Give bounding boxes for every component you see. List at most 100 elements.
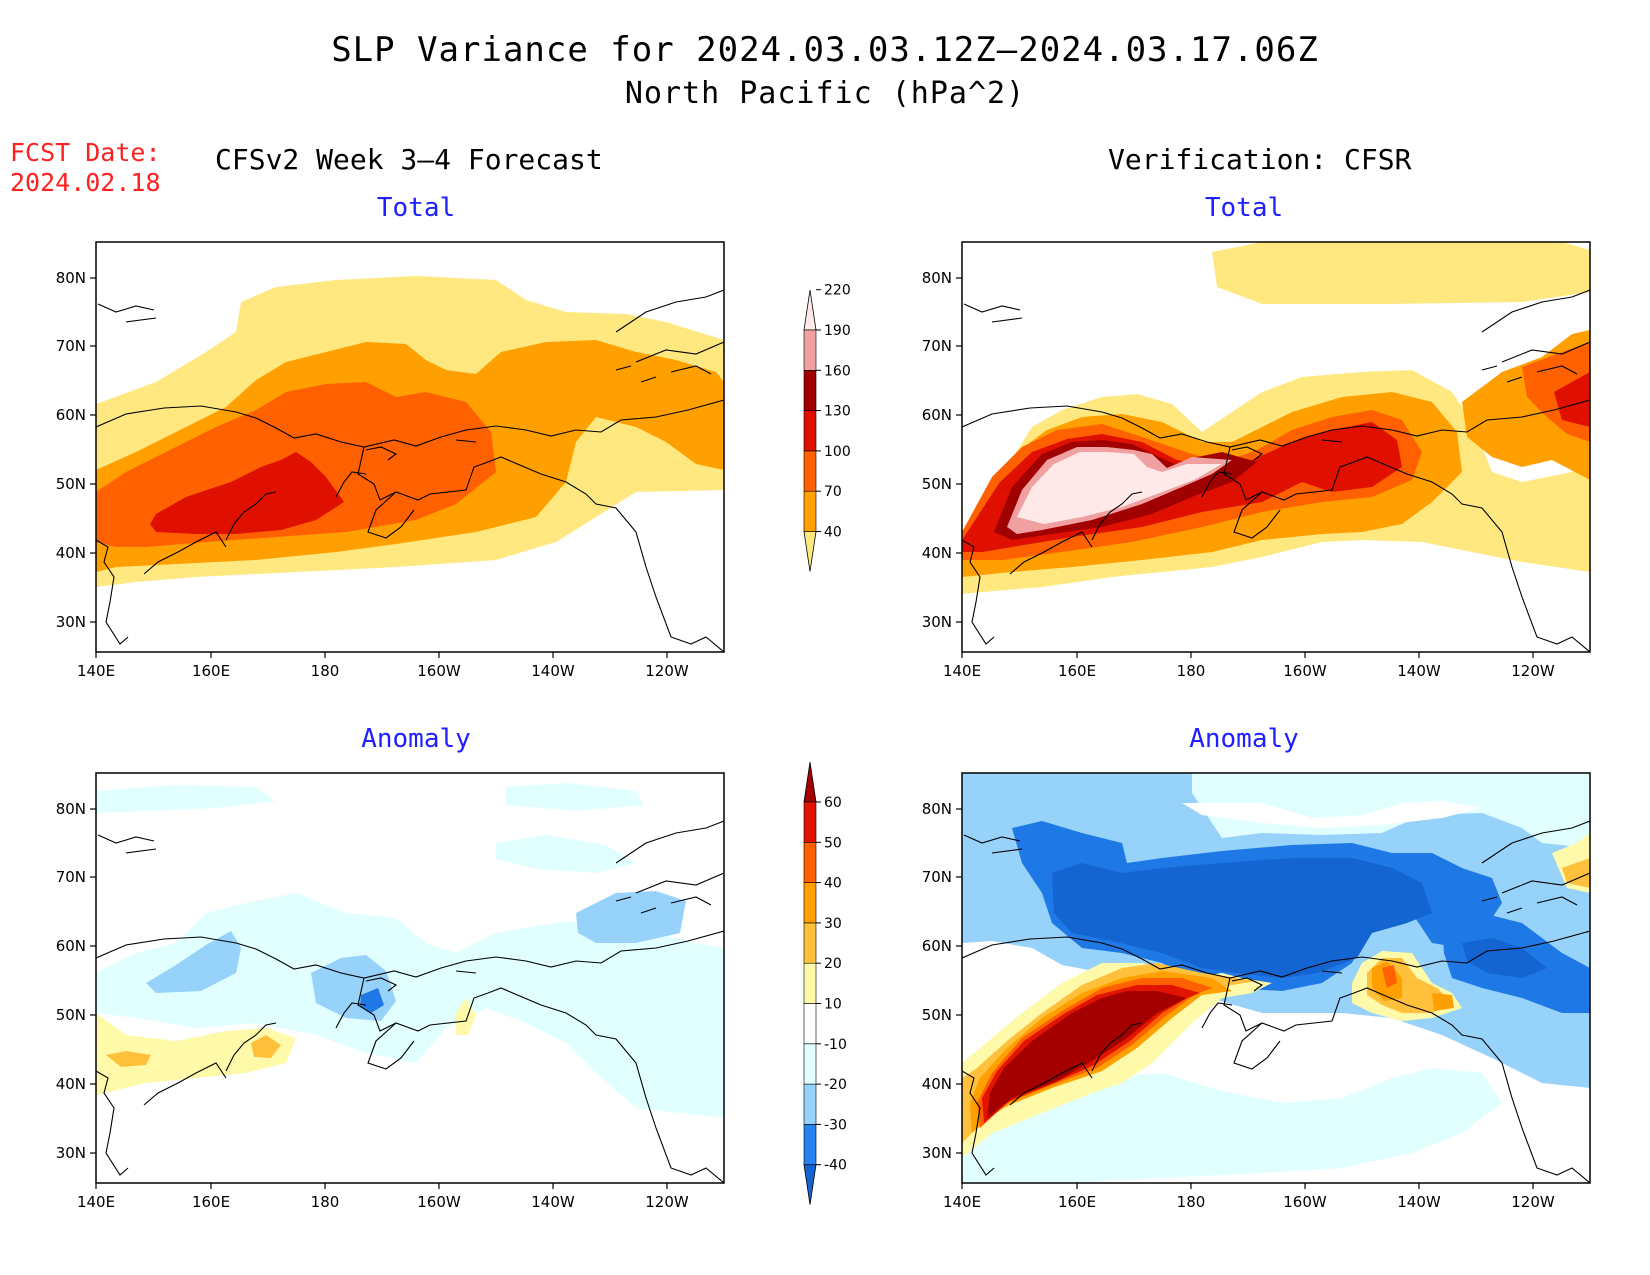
lon-label: 140W bbox=[1397, 1193, 1441, 1211]
colorbar-label: 40 bbox=[824, 525, 842, 541]
lon-label: 140E bbox=[943, 1193, 981, 1211]
lon-label: 140E bbox=[943, 662, 981, 680]
colorbar-segment bbox=[803, 1083, 817, 1125]
panel-title-verification-total: Total bbox=[1204, 193, 1284, 223]
colorbar-segment bbox=[803, 369, 817, 411]
verification-column-header: Verification: CFSR bbox=[1108, 143, 1412, 176]
lat-label: 40N bbox=[922, 544, 952, 562]
lon-label: 160W bbox=[417, 1193, 461, 1211]
colorbar-segment bbox=[803, 841, 817, 883]
lat-label: 70N bbox=[56, 868, 86, 886]
lon-label: 120W bbox=[1511, 1193, 1555, 1211]
forecast-date-value: 2024.02.18 bbox=[10, 168, 161, 197]
lon-label: 180 bbox=[311, 1193, 340, 1211]
lon-label: 180 bbox=[1177, 1193, 1206, 1211]
lon-label: 180 bbox=[311, 662, 340, 680]
forecast-date-label: FCST Date: bbox=[10, 138, 161, 167]
lon-label: 140W bbox=[531, 1193, 575, 1211]
lon-label: 160W bbox=[417, 662, 461, 680]
lat-label: 40N bbox=[56, 544, 86, 562]
colorbar-segment bbox=[803, 1124, 817, 1166]
main-title: SLP Variance for 2024.03.03.12Z–2024.03.… bbox=[331, 30, 1319, 70]
colorbar-segment bbox=[803, 962, 817, 1004]
colorbar-label: 100 bbox=[824, 444, 851, 460]
map-forecast-total bbox=[95, 241, 725, 653]
lat-label: 70N bbox=[922, 337, 952, 355]
colorbar-total: 40 70 100 130 160 190 220 bbox=[803, 283, 851, 572]
colorbar-segment bbox=[803, 1043, 817, 1085]
forecast-column-header: CFSv2 Week 3–4 Forecast bbox=[215, 143, 603, 176]
lat-label: 60N bbox=[56, 937, 86, 955]
lat-label: 80N bbox=[922, 800, 952, 818]
lon-label: 120W bbox=[645, 662, 689, 680]
colorbar-bottom-arrow bbox=[803, 531, 817, 572]
colorbar-top-arrow bbox=[803, 761, 817, 803]
panel-title-forecast-anomaly: Anomaly bbox=[361, 724, 471, 754]
lon-label: 140W bbox=[1397, 662, 1441, 680]
colorbar-label: 220 bbox=[824, 283, 851, 299]
colorbar-label: 160 bbox=[824, 363, 851, 379]
colorbar-label: -30 bbox=[824, 1117, 847, 1133]
lon-label: 160W bbox=[1283, 1193, 1327, 1211]
lat-label: 60N bbox=[922, 406, 952, 424]
lat-label: 50N bbox=[56, 1006, 86, 1024]
lat-label: 60N bbox=[56, 406, 86, 424]
lat-label: 30N bbox=[922, 1144, 952, 1162]
lat-label: 80N bbox=[922, 269, 952, 287]
lon-label: 160E bbox=[192, 1193, 230, 1211]
lon-label: 140E bbox=[77, 1193, 115, 1211]
lon-label: 120W bbox=[1511, 662, 1555, 680]
lon-label: 140W bbox=[531, 662, 575, 680]
colorbar-top-arrow bbox=[803, 289, 817, 331]
panel-title-forecast-total: Total bbox=[376, 193, 456, 223]
colorbar-label: 70 bbox=[824, 484, 842, 500]
lon-label: 160E bbox=[1058, 1193, 1096, 1211]
colorbar-label: -20 bbox=[824, 1077, 847, 1093]
lon-label: 160E bbox=[192, 662, 230, 680]
colorbar-segment bbox=[803, 410, 817, 452]
colorbar-segment bbox=[803, 801, 817, 843]
colorbar-anomaly: -40 -30 -20 -10 10 20 30 40 50 60 bbox=[803, 761, 847, 1205]
colorbar-label: 20 bbox=[824, 956, 842, 972]
lat-label: 70N bbox=[56, 337, 86, 355]
colorbar-bottom-arrow bbox=[803, 1164, 817, 1205]
colorbar-segment bbox=[803, 1003, 817, 1045]
lon-label: 120W bbox=[645, 1193, 689, 1211]
colorbar-label: 30 bbox=[824, 916, 842, 932]
map-forecast-anomaly bbox=[95, 772, 725, 1184]
lat-label: 60N bbox=[922, 937, 952, 955]
colorbar-segment bbox=[803, 882, 817, 924]
colorbar-label: 60 bbox=[824, 795, 842, 811]
colorbar-segment bbox=[803, 490, 817, 532]
colorbar-segment bbox=[803, 922, 817, 964]
sub-title: North Pacific (hPa^2) bbox=[624, 76, 1026, 111]
lon-label: 160E bbox=[1058, 662, 1096, 680]
map-verification-anomaly bbox=[961, 772, 1591, 1184]
colorbar-label: 10 bbox=[824, 997, 842, 1013]
colorbar-segment bbox=[803, 450, 817, 492]
lon-label: 160W bbox=[1283, 662, 1327, 680]
colorbar-label: -40 bbox=[824, 1158, 847, 1174]
lat-label: 50N bbox=[56, 475, 86, 493]
map-axes: 80N 70N 60N 50N 40N 30N 140E 160E 180 160W 140W 120… bbox=[56, 269, 1555, 1211]
lon-label: 140E bbox=[77, 662, 115, 680]
lat-label: 70N bbox=[922, 868, 952, 886]
lat-label: 40N bbox=[56, 1075, 86, 1093]
lat-label: 30N bbox=[56, 613, 86, 631]
map-verification-total bbox=[961, 241, 1591, 653]
colorbar-label: 190 bbox=[824, 323, 851, 339]
colorbar-label: 130 bbox=[824, 404, 851, 420]
lat-label: 40N bbox=[922, 1075, 952, 1093]
colorbar-label: 50 bbox=[824, 835, 842, 851]
lat-label: 80N bbox=[56, 800, 86, 818]
colorbar-label: 40 bbox=[824, 876, 842, 892]
lat-label: 50N bbox=[922, 1006, 952, 1024]
lat-label: 80N bbox=[56, 269, 86, 287]
panel-title-verification-anomaly: Anomaly bbox=[1189, 724, 1299, 754]
lat-label: 30N bbox=[922, 613, 952, 631]
lat-label: 50N bbox=[922, 475, 952, 493]
colorbar-label: -10 bbox=[824, 1037, 847, 1053]
lat-label: 30N bbox=[56, 1144, 86, 1162]
lon-label: 180 bbox=[1177, 662, 1206, 680]
